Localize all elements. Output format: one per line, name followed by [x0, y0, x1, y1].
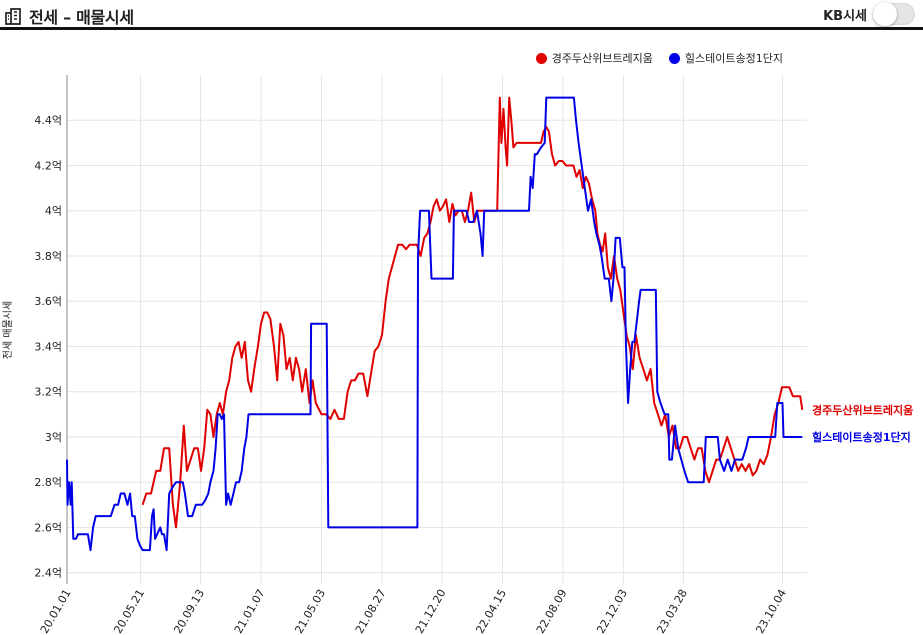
y-tick-label: 2.4억: [34, 567, 62, 580]
legend-marker-red: [535, 52, 547, 64]
x-tick-label: 22.04.15: [473, 587, 509, 635]
y-tick-label: 4.2억: [34, 159, 62, 172]
x-tick-label: 20.09.13: [171, 587, 207, 635]
chart-series: [66, 96, 804, 552]
toggle-knob: [873, 2, 897, 26]
series-end-label-1: 경주두산위브트레지움: [812, 403, 913, 417]
series-line-2: [66, 96, 803, 552]
y-axis-title: 전세 매물시세: [2, 301, 14, 359]
y-tick-label: 2.8억: [34, 476, 62, 489]
y-tick-label: 3.2억: [34, 386, 62, 399]
kb-toggle-group: KB시세: [823, 2, 915, 26]
legend-label-series-1: 경주두산위브트레지움: [551, 52, 653, 65]
x-tick-label: 22.12.03: [594, 587, 630, 635]
x-tick-label: 21.01.07: [232, 587, 268, 635]
x-tick-label: 21.05.03: [292, 587, 328, 635]
header-bar: 전세 – 매물시세 KB시세: [0, 0, 923, 30]
series-end-label-2: 힐스테이트송정1단지: [812, 430, 911, 444]
x-tick-label: 21.08.27: [353, 587, 389, 635]
legend-marker-blue: [668, 52, 680, 64]
kb-price-toggle[interactable]: [873, 2, 915, 26]
kb-toggle-label: KB시세: [823, 8, 867, 24]
y-tick-label: 3.6억: [34, 295, 62, 308]
y-tick-label: 3.4억: [34, 340, 62, 353]
y-tick-label: 4억: [45, 205, 62, 218]
legend-label-series-2: 힐스테이트송정1단지: [684, 52, 783, 65]
x-tick-label: 20.01.01: [38, 587, 74, 635]
x-tick-label: 22.08.09: [534, 587, 570, 635]
y-tick-label: 2.6억: [34, 521, 62, 534]
legend-item-series-1[interactable]: 경주두산위브트레지움: [535, 50, 653, 66]
chart-legend: 경주두산위브트레지움 힐스테이트송정1단지: [520, 50, 783, 66]
legend-item-series-2[interactable]: 힐스테이트송정1단지: [668, 50, 783, 66]
building-icon: [4, 6, 24, 26]
x-tick-label: 23.10.04: [753, 587, 789, 635]
series-line-1: [141, 96, 804, 529]
y-tick-label: 3억: [45, 431, 62, 444]
y-tick-label: 4.4억: [34, 114, 62, 127]
x-tick-label: 20.05.21: [111, 587, 147, 635]
title-group: 전세 – 매물시세: [4, 4, 134, 28]
y-tick-label: 3.8억: [34, 250, 62, 263]
x-tick-label: 23.03.28: [654, 587, 690, 635]
page-title: 전세 – 매물시세: [29, 8, 134, 27]
x-tick-label: 21.12.20: [413, 587, 449, 635]
